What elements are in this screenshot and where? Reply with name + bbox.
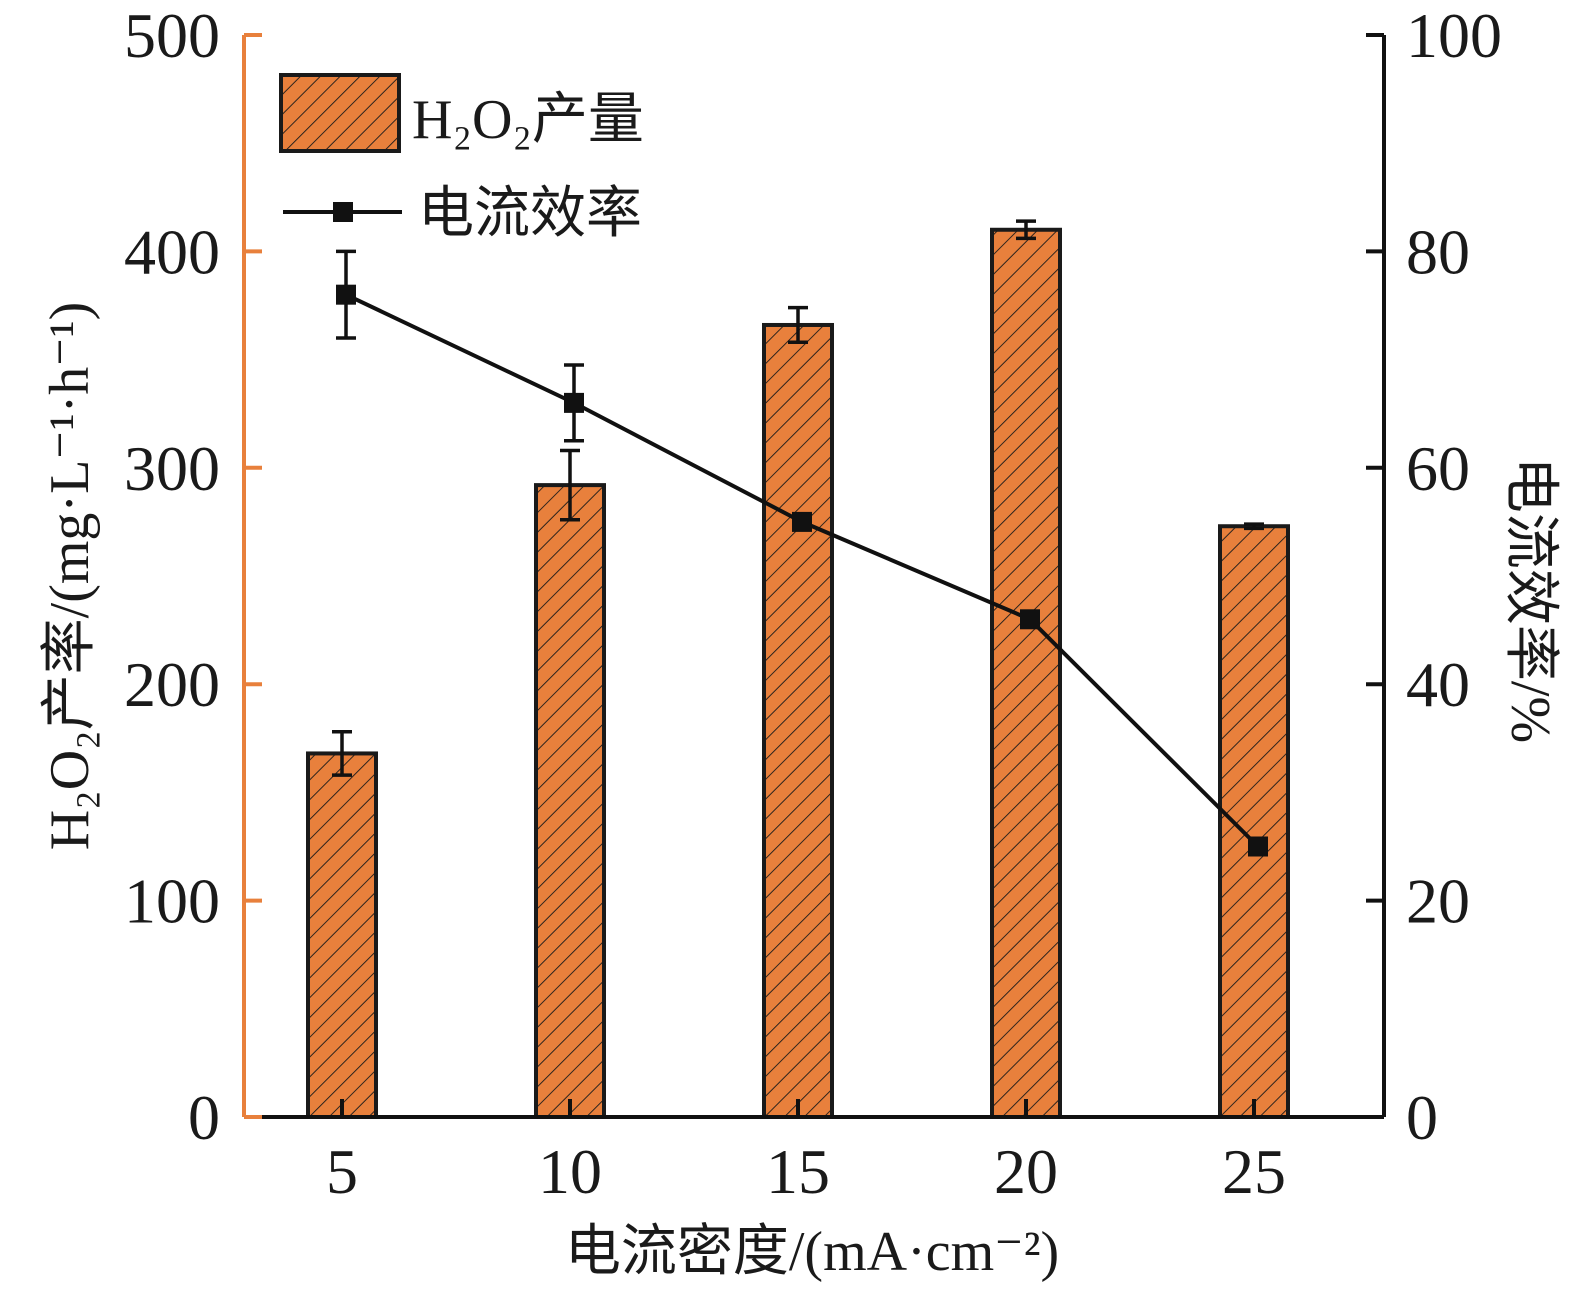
bar-5 (306, 751, 378, 1119)
right-tick-label-100: 100 (1406, 0, 1502, 71)
efficiency-point-25 (1248, 836, 1268, 857)
bar-error-5 (332, 730, 352, 777)
right-axis-title: 电流效率/% (1499, 457, 1561, 743)
bar-error-25 (1244, 522, 1264, 531)
legend-swatch-bar (279, 73, 401, 153)
bar-series (306, 227, 1290, 1119)
legend-label-line: 电流效率 (418, 183, 642, 245)
left-axis-title: H₂O₂产率/(mg·L⁻¹·h⁻¹) (39, 302, 101, 851)
left-tick-label-300: 300 (124, 433, 220, 504)
bar-10 (534, 483, 606, 1119)
right-tick-label-40: 40 (1406, 649, 1470, 720)
legend: H₂O₂产量 电流效率 (279, 73, 644, 245)
legend-marker-square (333, 202, 353, 222)
bar-20 (990, 227, 1062, 1119)
x-tick-label-25: 25 (1222, 1136, 1286, 1207)
x-tick-label-10: 10 (538, 1136, 602, 1207)
x-axis-title: 电流密度/(mA·cm⁻²) (565, 1221, 1059, 1283)
tick-labels: 0 100 200 300 400 500 0 20 40 60 80 100 5 10 15 20 25 (124, 0, 1502, 1207)
right-tick-label-0: 0 (1406, 1082, 1438, 1153)
bar-error-bars (332, 219, 1264, 777)
left-tick-label-200: 200 (124, 649, 220, 720)
x-tick-label-15: 15 (766, 1136, 830, 1207)
bar-error-10 (560, 448, 580, 522)
x-tick-label-5: 5 (326, 1136, 358, 1207)
bar-error-20 (1016, 219, 1036, 241)
left-tick-label-400: 400 (124, 216, 220, 287)
right-tick-label-80: 80 (1406, 216, 1470, 287)
efficiency-point-15 (792, 511, 812, 532)
efficiency-point-10 (564, 392, 584, 413)
efficiency-point-20 (1020, 609, 1040, 630)
right-tick-label-60: 60 (1406, 433, 1470, 504)
bar-error-15 (788, 305, 808, 345)
line-series (336, 249, 1268, 857)
x-tick-label-20: 20 (994, 1136, 1058, 1207)
bar-15 (762, 322, 834, 1119)
right-tick-label-20: 20 (1406, 866, 1470, 937)
legend-label-bar: H₂O₂产量 (412, 89, 644, 151)
left-tick-label-0: 0 (188, 1082, 220, 1153)
axes (242, 33, 1386, 1119)
left-tick-label-500: 500 (124, 0, 220, 71)
efficiency-point-5 (336, 284, 356, 305)
left-tick-label-100: 100 (124, 866, 220, 937)
